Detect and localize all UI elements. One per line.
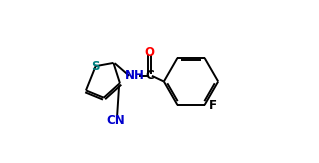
Text: C: C — [145, 69, 154, 82]
Text: S: S — [92, 60, 100, 73]
Text: CN: CN — [106, 114, 125, 127]
Text: O: O — [145, 46, 155, 59]
Text: F: F — [209, 98, 217, 111]
Text: NH: NH — [124, 69, 145, 82]
